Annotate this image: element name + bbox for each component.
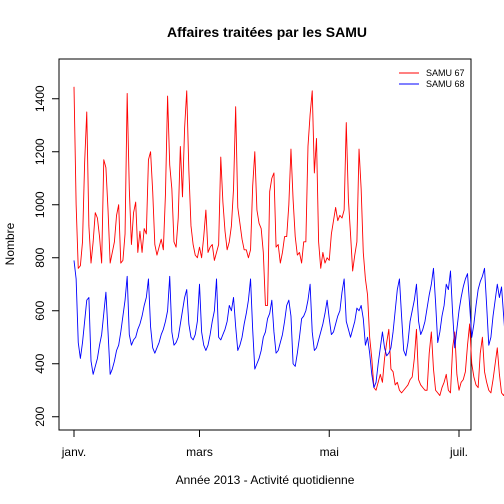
y-tick-label: 600 [33,300,47,320]
series-line-samu-67 [73,86,504,396]
x-tick-label: janv. [61,445,86,459]
legend-label: SAMU 68 [426,79,465,89]
y-axis: 200 400 600 800 1000 1200 1400 [33,85,60,427]
x-axis: janv. mars mai juil. [61,429,468,459]
chart-title: Affaires traitées par les SAMU [167,24,367,40]
y-axis-label: Nombre [3,222,17,265]
legend-box [385,63,469,92]
y-tick-label: 1000 [33,191,47,218]
legend-label: SAMU 67 [426,68,465,78]
x-axis-label: Année 2013 - Activité quotidienne [176,473,355,487]
y-tick-label: 800 [33,247,47,267]
series-line-samu-68 [73,260,504,389]
series-lines [73,86,504,396]
plot-frame [58,58,472,431]
x-tick-label: juil. [449,445,468,459]
y-tick-label: 200 [33,406,47,426]
x-tick-label: mars [186,445,213,459]
y-tick-label: 400 [33,353,47,373]
y-tick-label: 1200 [33,138,47,165]
y-tick-label: 1400 [33,85,47,112]
x-tick-label: mai [320,445,339,459]
